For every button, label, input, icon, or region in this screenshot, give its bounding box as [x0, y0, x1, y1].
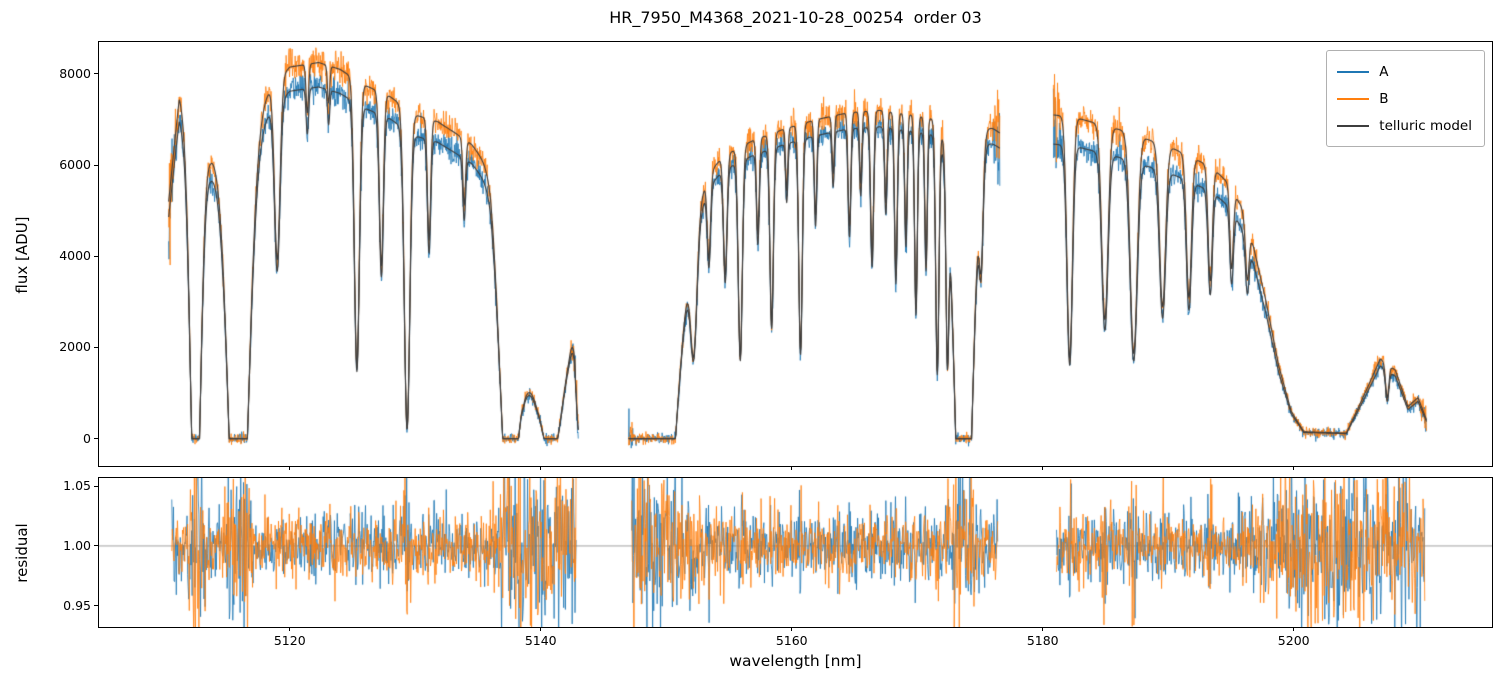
- legend-label: B: [1379, 90, 1389, 107]
- legend-entry: telluric model: [1337, 112, 1472, 139]
- residual-y-tick-label: 0.95: [63, 597, 91, 613]
- legend-label: telluric model: [1379, 117, 1472, 134]
- residual-y-tick-mark: [94, 605, 98, 607]
- flux-y-tick-mark: [94, 255, 98, 257]
- flux-y-tick-label: 6000: [59, 157, 91, 173]
- flux-y-tick-label: 2000: [59, 339, 91, 355]
- x-tick-mark: [791, 627, 793, 631]
- x-tick-mark: [1293, 466, 1295, 470]
- legend-entry: B: [1337, 85, 1472, 112]
- flux-y-tick-mark: [94, 438, 98, 440]
- legend-entry: A: [1337, 58, 1472, 85]
- residual-y-tick-mark: [94, 485, 98, 487]
- x-tick-mark: [1042, 466, 1044, 470]
- x-tick-mark: [1042, 627, 1044, 631]
- legend-line-telluric-model: [1337, 124, 1370, 127]
- flux-y-tick-mark: [94, 73, 98, 75]
- flux-y-tick-label: 4000: [59, 248, 91, 264]
- flux-y-axis-label: flux [ADU]: [13, 216, 31, 294]
- x-tick-mark: [1293, 627, 1295, 631]
- flux-y-tick-label: 0: [83, 430, 91, 446]
- flux-y-tick-mark: [94, 164, 98, 166]
- legend-label: A: [1379, 63, 1389, 80]
- legend-line-a: [1337, 70, 1370, 73]
- residual-y-tick-mark: [94, 545, 98, 547]
- residual-y-axis-label: residual: [13, 523, 31, 583]
- legend-line-b: [1337, 97, 1370, 100]
- x-tick-mark: [791, 466, 793, 470]
- x-tick-mark: [540, 627, 542, 631]
- flux-plot-canvas: [99, 42, 1492, 466]
- x-axis-label: wavelength [nm]: [729, 652, 862, 670]
- residual-y-tick-label: 1.00: [63, 537, 91, 553]
- x-tick-label: 5200: [1277, 633, 1310, 648]
- x-tick-mark: [289, 627, 291, 631]
- x-tick-label: 5140: [524, 633, 557, 648]
- flux-y-tick-label: 8000: [59, 65, 91, 81]
- residual-panel: [98, 477, 1493, 628]
- x-tick-label: 5160: [775, 633, 808, 648]
- chart-title: HR_7950_M4368_2021-10-28_00254 order 03: [609, 8, 982, 27]
- residual-plot-canvas: [99, 478, 1492, 627]
- flux-y-tick-mark: [94, 346, 98, 348]
- x-tick-label: 5180: [1026, 633, 1059, 648]
- x-tick-mark: [540, 466, 542, 470]
- residual-y-tick-label: 1.05: [63, 478, 91, 494]
- x-tick-label: 5120: [273, 633, 306, 648]
- x-tick-mark: [289, 466, 291, 470]
